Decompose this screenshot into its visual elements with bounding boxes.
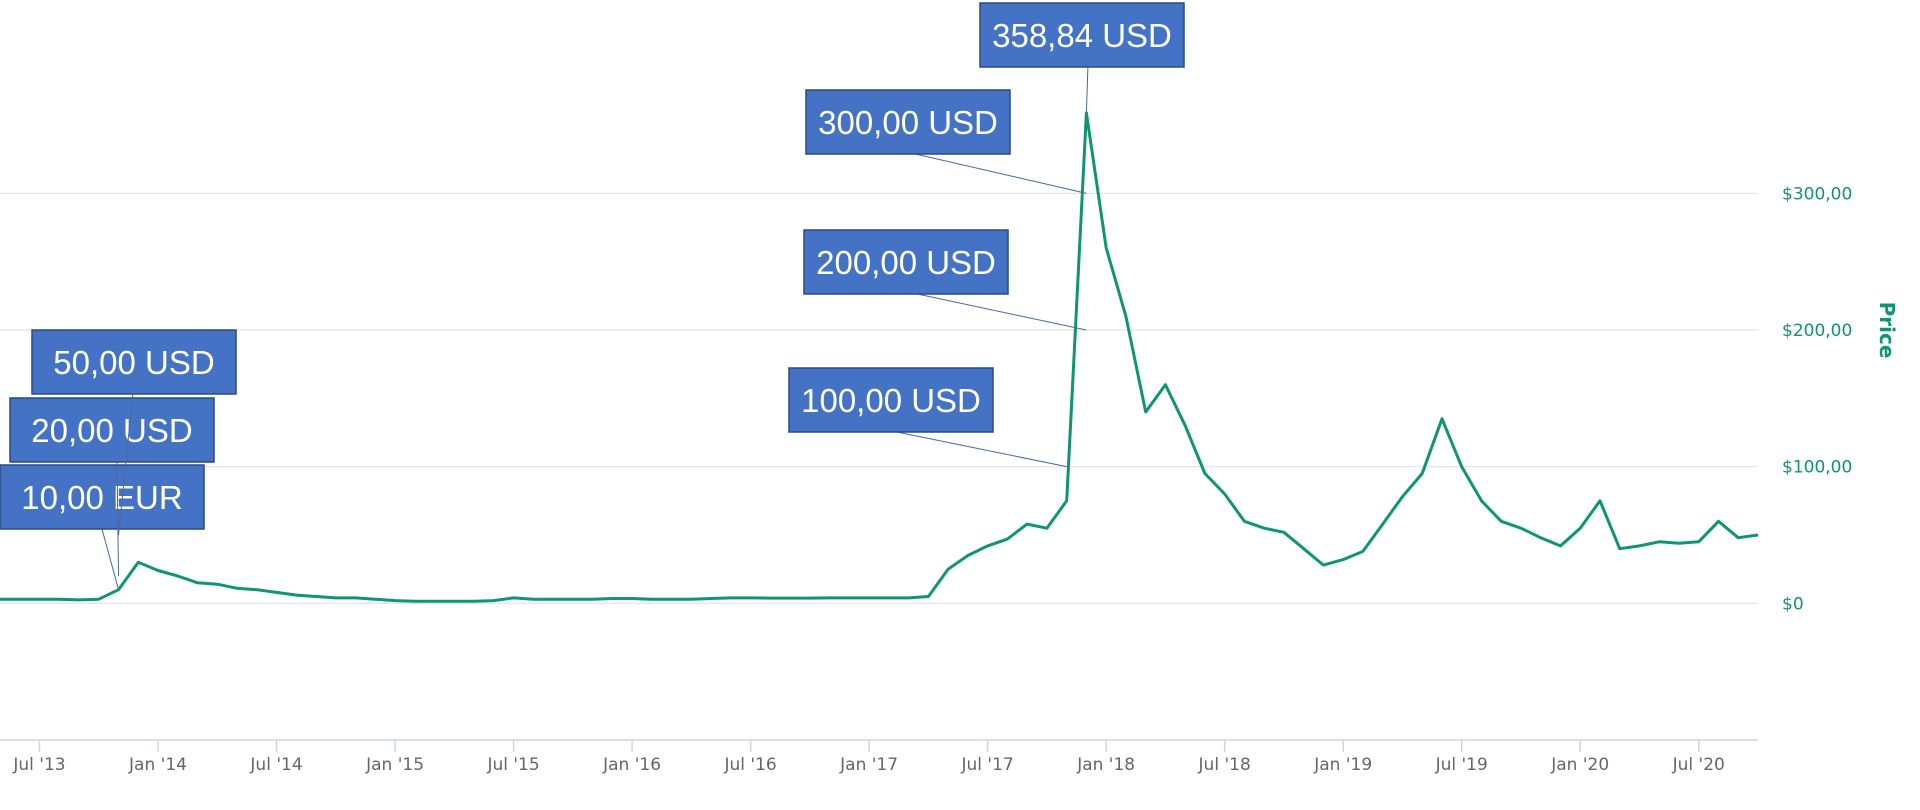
y-tick-label: $300,00 xyxy=(1782,184,1852,204)
x-tick-label: Jan '19 xyxy=(1313,755,1372,775)
x-tick-label: Jul '13 xyxy=(12,755,65,775)
price-line xyxy=(0,111,1759,603)
annotation-connector xyxy=(907,291,1087,331)
x-tick-label: Jul '20 xyxy=(1672,755,1725,775)
x-tick-label: Jul '15 xyxy=(486,755,539,775)
annotation-box xyxy=(31,329,237,395)
annotation-box xyxy=(788,367,994,433)
x-tick-label: Jan '18 xyxy=(1076,755,1135,775)
x-tick-label: Jan '16 xyxy=(602,755,661,775)
x-tick-label: Jul '18 xyxy=(1198,755,1251,775)
annotation-box xyxy=(805,89,1011,155)
annotation-connector xyxy=(891,430,1067,468)
x-tick-label: Jan '17 xyxy=(839,755,898,775)
annotation-connector xyxy=(116,461,120,577)
y-tick-label: $100,00 xyxy=(1782,458,1852,478)
annotation-label: 100,00 USD xyxy=(801,382,981,419)
x-tick-label: Jul '16 xyxy=(723,755,776,775)
annotation-box xyxy=(9,397,215,463)
annotation-box xyxy=(803,229,1009,295)
annotation-label: 200,00 USD xyxy=(816,244,996,281)
annotation-label: 50,00 USD xyxy=(53,344,214,381)
y-tick-label: $200,00 xyxy=(1782,321,1852,341)
x-tick-label: Jan '14 xyxy=(128,755,187,775)
annotation-connector xyxy=(118,391,134,536)
annotation-box xyxy=(979,2,1185,68)
x-tick-label: Jul '17 xyxy=(961,755,1014,775)
x-tick-label: Jul '14 xyxy=(249,755,302,775)
annotation-connector xyxy=(1085,63,1089,113)
x-tick-label: Jan '15 xyxy=(365,755,424,775)
annotation-connector xyxy=(910,152,1087,194)
x-tick-label: Jul '19 xyxy=(1435,755,1488,775)
x-tick-label: Jan '20 xyxy=(1550,755,1609,775)
annotation-label: 20,00 USD xyxy=(31,412,192,449)
annotation-connector xyxy=(101,528,119,590)
annotation-label: 10,00 EUR xyxy=(21,479,182,516)
y-axis-title: Price xyxy=(1875,302,1899,359)
annotation-label: 358,84 USD xyxy=(992,17,1172,54)
annotation-label: 300,00 USD xyxy=(818,104,998,141)
annotation-box xyxy=(0,464,205,530)
y-tick-label: $0 xyxy=(1782,594,1804,614)
